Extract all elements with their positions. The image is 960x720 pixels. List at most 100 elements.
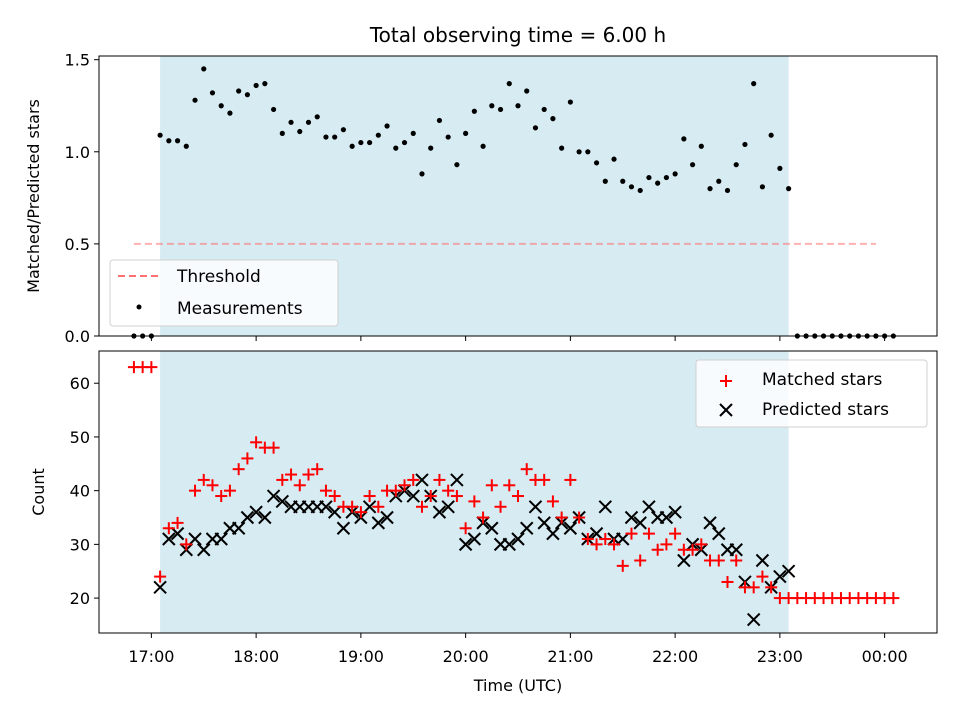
predicted-star-marker: [633, 516, 647, 530]
measurement-point: [297, 128, 303, 135]
measurement-point: [384, 123, 390, 129]
predicted-star-marker: [502, 537, 516, 552]
matched-star-marker: [206, 479, 219, 492]
marker-stroke: [415, 473, 429, 487]
marker-stroke: [781, 564, 796, 578]
marker-stroke: [380, 510, 394, 525]
predicted-star-marker: [712, 526, 726, 541]
measurement-point: [244, 92, 250, 98]
matched-star-marker: [276, 473, 289, 486]
matched-star-marker: [215, 490, 228, 503]
legend-predicted-swatch: [719, 403, 733, 417]
chart-title: Total observing time = 6.00 h: [369, 23, 666, 47]
measurement-point: [707, 186, 713, 192]
ratio-legend: Threshold Measurements: [109, 259, 339, 327]
measurement-point: [681, 136, 687, 142]
matched-star-marker: [407, 473, 420, 486]
matched-star-marker: [250, 436, 263, 449]
matched-star-marker: [389, 484, 402, 497]
measurement-point: [602, 178, 608, 184]
predicted-star-marker: [362, 500, 377, 514]
predicted-star-marker: [598, 500, 612, 514]
matched-star-marker: [555, 511, 568, 524]
measurement-point: [323, 134, 329, 140]
matched-star-marker: [660, 538, 673, 551]
count-y-axis-label: Count: [29, 468, 48, 516]
predicted-star-marker: [746, 612, 761, 627]
y-tick-label: 30: [70, 535, 90, 554]
matched-star-marker: [546, 495, 559, 508]
matched-star-marker: [642, 527, 655, 540]
measurement-point: [454, 162, 460, 168]
marker-stroke: [458, 537, 473, 552]
predicted-star-marker: [240, 510, 255, 525]
matched-star-marker: [354, 506, 367, 519]
marker-stroke: [197, 543, 211, 557]
time-x-axis-label: Time (UTC): [473, 676, 562, 695]
time-x-axis-ticks: 17:00 18:00 19:00 20:00 21:00 22:00 23:00 00:00: [128, 633, 908, 666]
matched-star-marker: [450, 490, 463, 503]
predicted-star-marker: [266, 489, 281, 503]
y-tick-label: 0.5: [65, 235, 90, 254]
predicted-star-marker: [214, 532, 228, 546]
matched-star-marker: [285, 468, 298, 481]
y-tick-label: 20: [70, 589, 90, 608]
marker-stroke: [616, 532, 630, 546]
measurement-point: [436, 117, 443, 124]
matched-star-marker: [625, 527, 638, 540]
predicted-star-marker: [371, 516, 386, 530]
ratio-x-axis-ticks: [150, 336, 886, 341]
predicted-star-marker: [537, 516, 551, 530]
ratio-panel: 0.0 0.5 1.0 1.5 Total observing time = 6.00…: [24, 23, 938, 346]
marker-stroke: [441, 500, 455, 514]
marker-stroke: [773, 569, 787, 584]
matched-star-marker: [180, 538, 193, 551]
count-legend: Matched stars Predicted stars: [695, 359, 928, 428]
x-tick-label: 22:00: [652, 647, 698, 666]
measurement-point: [698, 143, 704, 149]
predicted-star-marker: [406, 489, 420, 503]
matched-star-marker: [686, 543, 699, 556]
legend-label-measurements: Measurements: [177, 299, 303, 319]
x-tick-label: 18:00: [233, 647, 279, 666]
predicted-star-marker: [511, 532, 525, 546]
predicted-star-marker: [170, 526, 185, 541]
marker-stroke: [511, 532, 525, 546]
marker-stroke: [467, 532, 482, 546]
predicted-star-marker: [336, 521, 351, 535]
marker-stroke: [231, 521, 246, 535]
matched-star-marker: [581, 533, 594, 545]
matched-star-marker: [590, 538, 603, 551]
x-tick-label: 20:00: [443, 647, 489, 666]
predicted-star-marker: [188, 532, 202, 546]
marker-stroke: [668, 505, 682, 519]
predicted-star-marker: [781, 564, 796, 578]
measurement-point: [166, 138, 172, 144]
measurement-point: [375, 132, 381, 138]
measurement-point: [550, 116, 556, 122]
predicted-star-marker: [703, 516, 717, 530]
predicted-star-marker: [520, 521, 534, 535]
measurement-point: [227, 110, 233, 116]
measurement-point: [515, 103, 521, 109]
count-plot-frame: [98, 350, 938, 634]
predicted-star-marker: [249, 505, 263, 519]
measurement-point: [585, 149, 591, 155]
matched-star-marker: [424, 490, 437, 503]
matched-star-marker: [520, 463, 533, 476]
y-tick-label: 50: [70, 428, 90, 447]
predicted-star-marker: [162, 532, 176, 546]
predicted-star-marker: [677, 553, 691, 568]
measurement-point: [742, 141, 748, 148]
predicted-star-marker: [773, 569, 787, 584]
ratio-y-axis-ticks: 0.0 0.5 1.0 1.5: [65, 51, 99, 346]
marker-stroke: [755, 553, 770, 568]
matched-star-marker: [608, 538, 621, 551]
predicted-star-marker: [275, 494, 290, 509]
predicted-star-marker: [450, 473, 464, 487]
matched-star-marker: [756, 570, 769, 583]
marker-stroke: [258, 510, 272, 525]
measurement-point: [445, 134, 451, 140]
matched-star-marker: [197, 473, 210, 486]
